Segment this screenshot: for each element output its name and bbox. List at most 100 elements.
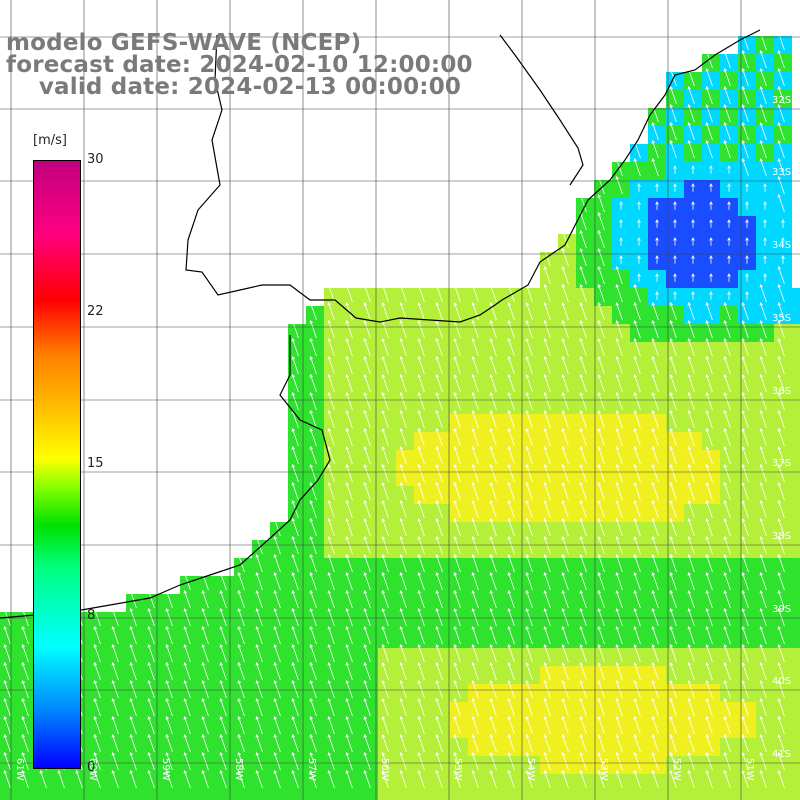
wind-arrow xyxy=(417,464,425,483)
wind-arrow xyxy=(597,752,605,771)
wind-arrow xyxy=(543,500,551,519)
colorbar-tick-30: 30 xyxy=(87,152,104,167)
wind-arrow xyxy=(363,302,371,321)
wind-arrow xyxy=(93,734,101,753)
wind-arrow xyxy=(637,255,641,264)
wind-arrow xyxy=(399,356,407,375)
wind-arrow xyxy=(777,32,785,51)
wind-arrow xyxy=(709,291,713,300)
wind-arrow xyxy=(723,734,731,753)
wind-arrow xyxy=(669,446,677,465)
wind-arrow xyxy=(399,410,407,429)
wind-arrow xyxy=(435,698,443,717)
wind-arrow xyxy=(93,662,101,681)
wind-arrow xyxy=(615,176,623,195)
wind-arrow xyxy=(453,716,461,735)
wind-arrow xyxy=(669,140,677,159)
wind-arrow xyxy=(453,356,461,375)
wind-arrow xyxy=(291,698,299,717)
wind-arrow xyxy=(723,140,731,159)
wind-arrow xyxy=(741,734,749,753)
wind-speed-cell xyxy=(792,738,800,756)
wind-arrow xyxy=(597,194,605,213)
wind-arrow xyxy=(597,608,605,627)
wind-arrow xyxy=(651,698,659,717)
wind-arrow xyxy=(687,716,695,735)
wind-arrow xyxy=(597,644,605,663)
wind-arrow xyxy=(417,392,425,411)
wind-arrow xyxy=(327,356,335,375)
wind-arrow xyxy=(363,284,371,303)
wind-arrow xyxy=(525,680,533,699)
wind-arrow xyxy=(525,482,533,501)
wind-arrow xyxy=(673,219,677,228)
wind-arrow xyxy=(615,356,623,375)
wind-arrow xyxy=(759,518,767,537)
wind-arrow xyxy=(291,554,299,573)
longitude-label: 53W xyxy=(598,758,609,781)
wind-speed-cell xyxy=(792,666,800,684)
wind-arrow xyxy=(309,554,317,573)
wind-arrow xyxy=(381,554,389,573)
wind-arrow xyxy=(345,572,353,591)
wind-arrow xyxy=(525,608,533,627)
wind-arrow xyxy=(471,626,479,645)
wind-arrow xyxy=(507,464,515,483)
wind-arrow xyxy=(291,770,299,789)
wind-speed-cell xyxy=(0,792,18,800)
wind-arrow xyxy=(745,219,749,228)
wind-arrow xyxy=(417,590,425,609)
wind-arrow xyxy=(777,680,785,699)
wind-arrow xyxy=(579,392,587,411)
wind-arrow xyxy=(669,644,677,663)
wind-arrow xyxy=(471,734,479,753)
wind-arrow xyxy=(381,356,389,375)
wind-arrow xyxy=(417,374,425,393)
wind-arrow xyxy=(453,734,461,753)
wind-arrow xyxy=(3,698,11,717)
wind-arrow xyxy=(615,554,623,573)
wind-arrow xyxy=(471,446,479,465)
wind-speed-cell xyxy=(774,792,792,800)
wind-arrow xyxy=(777,536,785,555)
wind-arrow xyxy=(615,698,623,717)
wind-speed-cell xyxy=(90,792,108,800)
wind-arrow xyxy=(3,716,11,735)
wind-arrow xyxy=(273,626,281,645)
wind-arrow xyxy=(669,410,677,429)
wind-speed-cell xyxy=(252,792,270,800)
wind-arrow xyxy=(327,662,335,681)
wind-arrow xyxy=(723,374,731,393)
title-valid-date: valid date: 2024-02-13 00:00:00 xyxy=(6,74,462,100)
wind-arrow xyxy=(579,716,587,735)
wind-arrow xyxy=(579,590,587,609)
wind-arrow xyxy=(201,626,209,645)
wind-arrow xyxy=(453,752,461,771)
wind-arrow xyxy=(489,644,497,663)
wind-arrow xyxy=(435,716,443,735)
wind-arrow xyxy=(579,662,587,681)
longitude-label: 60W xyxy=(87,758,98,781)
wind-arrow xyxy=(39,770,47,789)
wind-speed-cell xyxy=(612,792,630,800)
wind-arrow xyxy=(327,626,335,645)
wind-arrow xyxy=(579,410,587,429)
wind-arrow xyxy=(777,194,785,213)
wind-speed-cell xyxy=(360,792,378,800)
wind-speed-cell xyxy=(792,288,800,306)
wind-arrow xyxy=(687,428,695,447)
wind-arrow xyxy=(237,716,245,735)
wind-arrow xyxy=(561,590,569,609)
wind-arrow xyxy=(709,273,713,282)
wind-arrow xyxy=(345,446,353,465)
wind-arrow xyxy=(327,608,335,627)
wind-arrow xyxy=(687,104,695,123)
wind-arrow xyxy=(291,428,299,447)
wind-arrow xyxy=(363,518,371,537)
wind-arrow xyxy=(705,536,713,555)
wind-arrow xyxy=(651,734,659,753)
wind-arrow xyxy=(705,122,713,141)
wind-arrow xyxy=(237,590,245,609)
wind-arrow xyxy=(759,500,767,519)
wind-arrow xyxy=(741,50,749,69)
